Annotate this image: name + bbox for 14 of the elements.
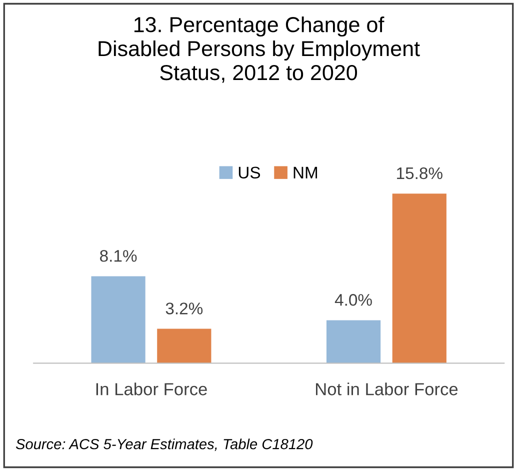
legend-label: US [238,166,260,179]
chart-title: 13. Percentage Change of Disabled Persons by Employment Status, 2012 to 2020 [98,16,420,83]
bar [91,276,146,364]
bar [392,194,446,364]
x-tick-label: Not in Labor Force [316,382,458,396]
bar [157,328,212,364]
legend-label: NM [294,166,318,178]
source-note: Source: ACS 5-Year Estimates, Table C18120 [16,438,313,451]
bar [326,320,381,364]
data-label: 4.0% [334,294,372,306]
data-label: 8.1% [100,250,137,262]
data-label: 15.8% [397,167,442,180]
x-tick-label: In Labor Force [96,382,207,396]
data-label: 3.2% [166,302,203,314]
